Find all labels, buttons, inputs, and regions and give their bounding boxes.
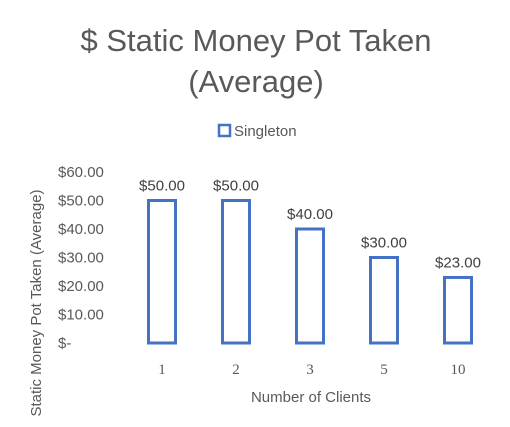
x-tick-label: 2 — [232, 362, 240, 378]
data-label-10: $23.00 — [435, 254, 481, 271]
y-tick-label: $10.00 — [58, 307, 104, 324]
chart-title-line-2: (Average) — [188, 64, 324, 99]
y-tick-label: $20.00 — [58, 278, 104, 295]
x-axis-label: Number of Clients — [251, 389, 371, 406]
x-axis-ticks: 1 2 3 5 10 — [158, 362, 465, 378]
y-tick-label: $- — [58, 335, 71, 352]
data-label-2: $50.00 — [213, 178, 259, 195]
bar-5 — [369, 256, 399, 345]
data-labels: $50.00 $50.00 $40.00 $30.00 $23.00 — [139, 178, 481, 272]
y-axis-label: Static Money Pot Taken (Average) — [28, 189, 45, 416]
x-tick-label: 5 — [380, 362, 388, 378]
data-label-3: $40.00 — [287, 206, 333, 223]
y-tick-label: $50.00 — [58, 193, 104, 210]
chart-title-line-1: $ Static Money Pot Taken — [81, 23, 432, 58]
bar-2 — [221, 199, 251, 345]
legend-swatch-singleton — [217, 123, 232, 138]
bar-10 — [443, 275, 473, 345]
x-tick-label: 10 — [451, 362, 466, 378]
legend-label-singleton: Singleton — [234, 123, 297, 140]
data-label-1: $50.00 — [139, 178, 185, 195]
y-tick-label: $40.00 — [58, 221, 104, 238]
bar-1 — [147, 199, 177, 345]
y-tick-label: $60.00 — [58, 164, 104, 181]
data-label-5: $30.00 — [361, 235, 407, 252]
x-tick-label: 3 — [306, 362, 314, 378]
y-tick-label: $30.00 — [58, 250, 104, 267]
y-axis-ticks: $- $10.00 $20.00 $30.00 $40.00 $50.00 $60.00 — [58, 164, 104, 352]
legend: Singleton — [217, 123, 297, 140]
bars — [147, 199, 473, 345]
x-tick-label: 1 — [158, 362, 166, 378]
bar-3 — [295, 227, 325, 345]
